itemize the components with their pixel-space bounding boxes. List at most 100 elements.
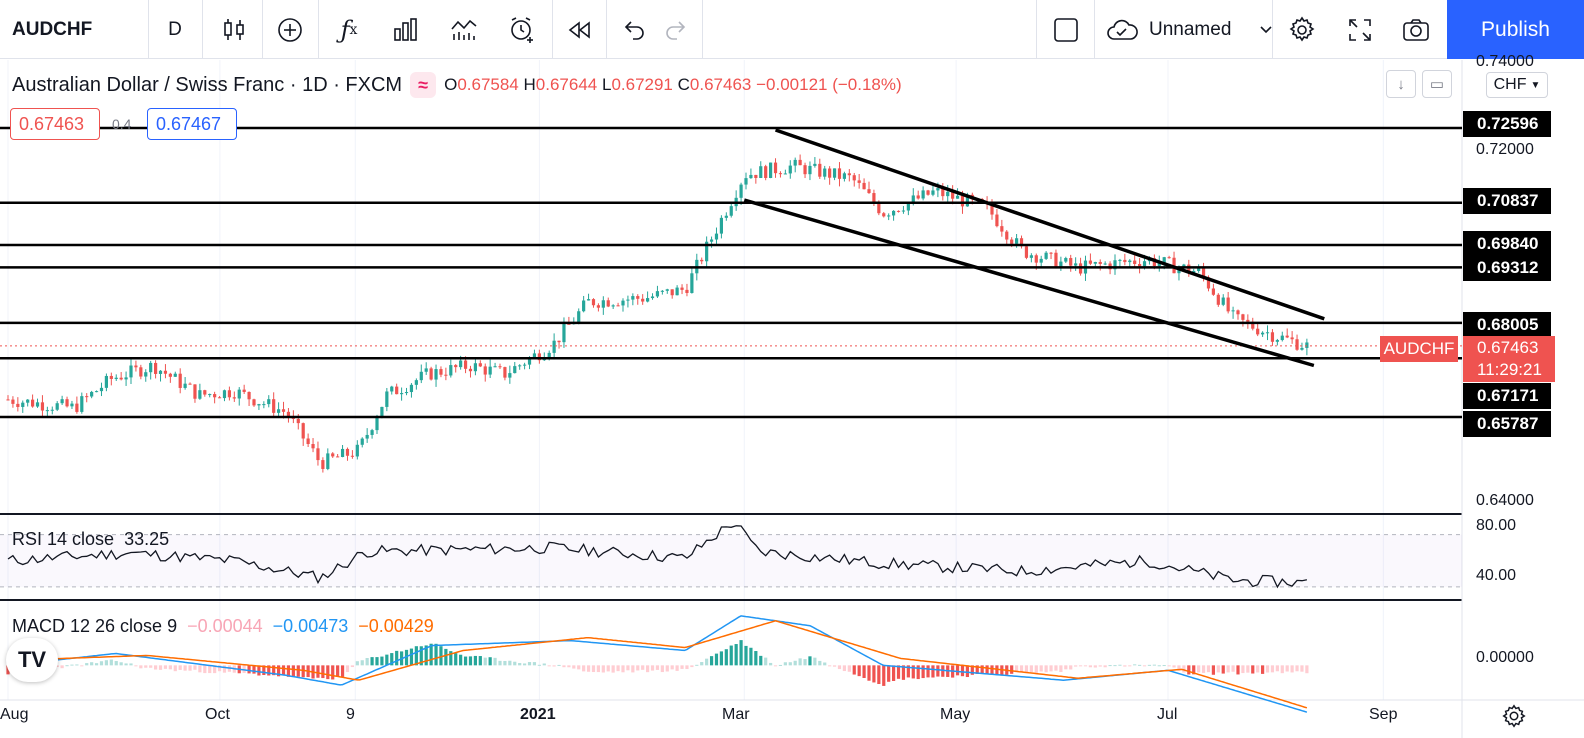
macd-histogram-bar <box>965 665 969 678</box>
macd-histogram-bar <box>567 665 571 668</box>
candles-icon[interactable] <box>212 0 256 59</box>
settings-icon[interactable] <box>1280 0 1324 59</box>
candle-up <box>21 402 25 407</box>
macd-histogram-bar <box>281 665 286 675</box>
layout-name-button[interactable]: Unnamed <box>1097 0 1272 59</box>
rectangle-icon[interactable] <box>1044 0 1088 59</box>
macd-histogram-bar <box>459 654 463 666</box>
flag-icon[interactable]: ≈ <box>410 72 437 98</box>
candle-up <box>99 387 104 392</box>
candle-down <box>178 373 182 388</box>
candle-down <box>1069 258 1073 266</box>
macd-histogram-bar <box>591 665 596 673</box>
cloud-icon <box>1105 17 1139 43</box>
camera-icon[interactable] <box>1394 0 1438 59</box>
macd-histogram-bar <box>960 665 965 677</box>
macd-histogram-bar <box>336 665 340 677</box>
macd-histogram-bar <box>611 665 615 673</box>
macd-histogram-bar <box>208 665 212 674</box>
scroll-down-icon[interactable]: ↓ <box>1386 70 1416 98</box>
macd-histogram-bar <box>739 640 743 666</box>
currency-select[interactable]: CHF ▼ <box>1486 72 1548 98</box>
publish-button[interactable]: Publish <box>1447 0 1584 59</box>
candle-down <box>596 305 600 308</box>
macd-histogram-bar <box>168 665 172 670</box>
level-tag: 0.68005 <box>1463 312 1551 338</box>
candle-down <box>483 366 487 375</box>
macd-histogram-bar <box>818 660 822 666</box>
restore-icon[interactable]: ▭ <box>1422 70 1452 98</box>
candle-up <box>208 394 212 396</box>
candle-down <box>281 409 286 412</box>
candle-down <box>1241 314 1245 320</box>
macd-histogram-bar <box>892 665 896 681</box>
macd-histogram-bar <box>714 653 719 666</box>
macd-histogram-bar <box>70 664 74 666</box>
tradingview-logo[interactable]: TV <box>6 638 58 682</box>
candle-down <box>773 162 778 174</box>
candle-down <box>1246 319 1250 322</box>
candle-down <box>798 159 802 166</box>
macd-histogram-bar <box>262 665 266 676</box>
buy-price-button[interactable]: 0.67467 <box>147 108 237 140</box>
macd-histogram-bar <box>906 665 910 678</box>
candle-up <box>1039 258 1043 263</box>
macd-histogram-bar <box>1295 665 1299 672</box>
candle-up <box>965 194 969 207</box>
compare-icon[interactable] <box>384 0 428 59</box>
candle-up <box>1015 238 1019 244</box>
candle-up <box>370 430 374 435</box>
macd-histogram-bar <box>1192 665 1196 675</box>
candle-down <box>1098 261 1102 264</box>
candle-up <box>409 384 414 393</box>
candle-up <box>459 360 463 368</box>
rsi-label: RSI 14 close <box>12 529 115 549</box>
macd-histogram-bar <box>296 665 300 677</box>
macd-histogram-bar <box>365 658 369 666</box>
candle-up <box>340 448 345 457</box>
macd-histogram-bar <box>1236 665 1240 675</box>
macd-histogram-bar <box>139 665 143 669</box>
macd-histogram-bar <box>252 665 256 674</box>
candle-down <box>75 403 79 412</box>
candle-up <box>129 365 133 378</box>
undo-icon[interactable] <box>614 0 654 59</box>
sell-price-button[interactable]: 0.67463 <box>10 108 100 140</box>
macd-histogram-bar <box>478 656 482 666</box>
macd-histogram-bar <box>1182 665 1186 673</box>
templates-icon[interactable] <box>442 0 486 59</box>
macd-histogram-bar <box>1064 665 1068 670</box>
candle-up <box>80 396 84 412</box>
candle-up <box>1275 340 1279 342</box>
replay-icon[interactable] <box>558 0 602 59</box>
candle-down <box>1019 238 1024 247</box>
candle-up <box>783 173 787 175</box>
interval-button[interactable]: D <box>168 18 182 40</box>
macd-histogram-bar <box>754 651 758 666</box>
rsi-tick: 80.00 <box>1476 517 1517 534</box>
macd-histogram-bar <box>788 662 792 666</box>
candle-up <box>1182 264 1186 268</box>
macd-histogram-bar <box>1083 665 1088 667</box>
macd-histogram-bar <box>468 656 473 666</box>
candle-up <box>60 399 64 404</box>
candle-up <box>434 369 438 380</box>
redo-icon[interactable] <box>656 0 696 59</box>
channel-lower-line <box>743 198 1315 368</box>
axis-settings-icon[interactable] <box>1500 702 1528 730</box>
macd-histogram-bar <box>729 645 733 666</box>
add-indicator-icon[interactable] <box>268 0 312 59</box>
candle-up <box>901 210 906 212</box>
candle-down <box>31 399 35 407</box>
candle-down <box>193 384 197 399</box>
candle-down <box>134 365 138 368</box>
symbol-search-button[interactable]: AUDCHF <box>12 18 93 40</box>
alert-icon[interactable] <box>500 0 544 59</box>
layout-name-label: Unnamed <box>1149 18 1232 40</box>
candle-up <box>70 403 74 407</box>
fullscreen-icon[interactable] <box>1338 0 1382 59</box>
macd-histogram-bar <box>931 665 935 678</box>
